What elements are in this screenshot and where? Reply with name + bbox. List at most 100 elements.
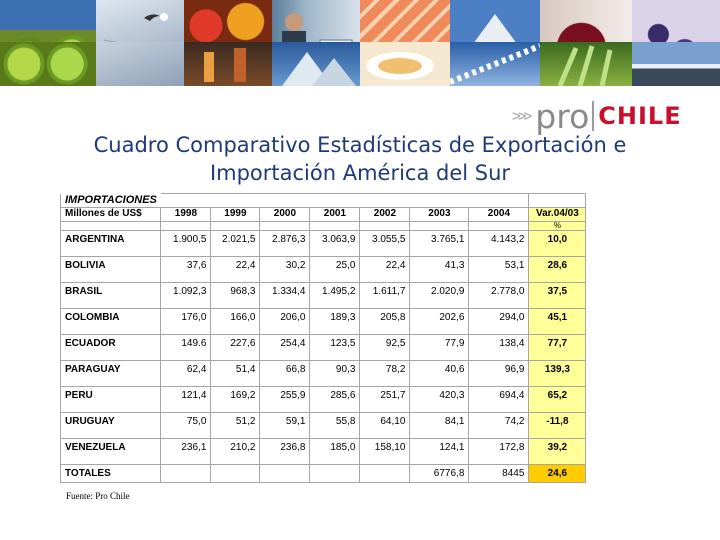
value-cell: 30,2 bbox=[259, 256, 311, 283]
variation-cell: 65,2 bbox=[528, 386, 587, 413]
imports-table: IMPORTACIONES Millones de US$ 1998 1999 200… bbox=[59, 193, 587, 483]
value-cell: 149.6 bbox=[160, 334, 212, 361]
value-cell: 75,0 bbox=[160, 412, 212, 439]
variation-cell: 45,1 bbox=[528, 308, 587, 335]
value-cell: 176,0 bbox=[160, 308, 212, 335]
value-cell: 1.611,7 bbox=[359, 282, 411, 309]
total-2003: 6776,8 bbox=[409, 464, 470, 483]
source-note: Fuente: Pro Chile bbox=[66, 491, 130, 501]
country-cell: COLOMBIA bbox=[59, 308, 162, 335]
value-cell: 227,6 bbox=[210, 334, 261, 361]
value-cell: 172,8 bbox=[468, 438, 530, 465]
value-cell: 205,8 bbox=[359, 308, 411, 335]
value-cell: 77,9 bbox=[409, 334, 470, 361]
value-cell: 55,8 bbox=[309, 412, 361, 439]
table-row: URUGUAY 75,0 51,2 59,1 55,8 64,10 84,1 74,2 -11,… bbox=[59, 412, 587, 439]
value-cell: 202,6 bbox=[409, 308, 470, 335]
variation-cell: -11,8 bbox=[528, 412, 587, 439]
table-row: PARAGUAY 62,4 51,4 66,8 90,3 78,2 40,6 96,9 139,… bbox=[59, 360, 587, 387]
value-cell: 40,6 bbox=[409, 360, 470, 387]
table-header-row: Millones de US$ 1998 1999 2000 2001 2002 2003 2… bbox=[59, 207, 587, 222]
variation-cell: 39,2 bbox=[528, 438, 587, 465]
header-year: 2001 bbox=[309, 207, 361, 222]
value-cell: 251,7 bbox=[359, 386, 411, 413]
value-cell: 255,9 bbox=[259, 386, 311, 413]
country-cell: PERU bbox=[59, 386, 162, 413]
header-year: 2000 bbox=[259, 207, 311, 222]
prochile-logo: >>> pro CHILE bbox=[512, 98, 682, 134]
value-cell: 166,0 bbox=[210, 308, 261, 335]
value-cell: 169,2 bbox=[210, 386, 261, 413]
logo-chile-text: CHILE bbox=[598, 102, 682, 130]
country-cell: BOLIVIA bbox=[59, 256, 162, 283]
variation-cell: 77,7 bbox=[528, 334, 587, 361]
value-cell: 51,4 bbox=[210, 360, 261, 387]
table-row: BOLIVIA 37,6 22,4 30,2 25,0 22,4 41,3 53,1 28,6 bbox=[59, 256, 587, 283]
logo-pro-text: pro bbox=[535, 96, 590, 136]
value-cell: 53,1 bbox=[468, 256, 530, 283]
value-cell: 694,4 bbox=[468, 386, 530, 413]
variation-cell: 37,5 bbox=[528, 282, 587, 309]
country-cell: PARAGUAY bbox=[59, 360, 162, 387]
header-year: 2003 bbox=[409, 207, 470, 222]
value-cell: 62,4 bbox=[160, 360, 212, 387]
value-cell: 185,0 bbox=[309, 438, 361, 465]
value-cell: 189,3 bbox=[309, 308, 361, 335]
value-cell: 1.334,4 bbox=[259, 282, 311, 309]
value-cell: 158,10 bbox=[359, 438, 411, 465]
percent-label: % bbox=[528, 221, 587, 231]
value-cell: 90,3 bbox=[309, 360, 361, 387]
header-year: 2004 bbox=[468, 207, 530, 222]
value-cell: 92,5 bbox=[359, 334, 411, 361]
header-variation: Var.04/03 bbox=[528, 207, 587, 222]
value-cell: 2.020,9 bbox=[409, 282, 470, 309]
table-row: ECUADOR 149.6 227,6 254,4 123,5 92,5 77,9 138,4… bbox=[59, 334, 587, 361]
totals-row: TOTALES 6776,8 8445 24,6 bbox=[59, 464, 587, 483]
variation-cell: 139,3 bbox=[528, 360, 587, 387]
country-cell: URUGUAY bbox=[59, 412, 162, 439]
table-caption-row: IMPORTACIONES bbox=[59, 193, 587, 208]
country-cell: ARGENTINA bbox=[59, 230, 162, 257]
value-cell: 74,2 bbox=[468, 412, 530, 439]
title-line-1: Cuadro Comparativo Estadísticas de Expor… bbox=[93, 133, 627, 157]
table-caption: IMPORTACIONES bbox=[59, 193, 161, 208]
table-row: VENEZUELA 236,1 210,2 236,8 185,0 158,10 124,1… bbox=[59, 438, 587, 465]
value-cell: 968,3 bbox=[210, 282, 261, 309]
value-cell: 420,3 bbox=[409, 386, 470, 413]
value-cell: 1.092,3 bbox=[160, 282, 212, 309]
value-cell: 96,9 bbox=[468, 360, 530, 387]
table-row: BRASIL 1.092,3 968,3 1.334,4 1.495,2 1.611,7 2… bbox=[59, 282, 587, 309]
value-cell: 285,6 bbox=[309, 386, 361, 413]
value-cell: 1.900,5 bbox=[160, 230, 212, 257]
variation-cell: 28,6 bbox=[528, 256, 587, 283]
title-line-2: Importación América del Sur bbox=[209, 161, 511, 185]
value-cell: 3.063,9 bbox=[309, 230, 361, 257]
table-row: PERU 121,4 169,2 255,9 285,6 251,7 420,3 694,4 6… bbox=[59, 386, 587, 413]
value-cell: 210,2 bbox=[210, 438, 261, 465]
total-variation: 24,6 bbox=[528, 464, 587, 483]
value-cell: 3.765,1 bbox=[409, 230, 470, 257]
logo-separator bbox=[592, 101, 595, 131]
value-cell: 254,4 bbox=[259, 334, 311, 361]
page-title: Cuadro Comparativo Estadísticas de Expor… bbox=[30, 131, 690, 187]
header-year: 1998 bbox=[160, 207, 212, 222]
value-cell: 22,4 bbox=[359, 256, 411, 283]
value-cell: 236,1 bbox=[160, 438, 212, 465]
value-cell: 3.055,5 bbox=[359, 230, 411, 257]
header-units: Millones de US$ bbox=[59, 207, 162, 222]
country-cell: BRASIL bbox=[59, 282, 162, 309]
total-2004: 8445 bbox=[468, 464, 530, 483]
country-cell: VENEZUELA bbox=[59, 438, 162, 465]
value-cell: 294,0 bbox=[468, 308, 530, 335]
percent-row: % bbox=[59, 221, 587, 231]
value-cell: 41,3 bbox=[409, 256, 470, 283]
totals-label: TOTALES bbox=[59, 464, 162, 483]
value-cell: 206,0 bbox=[259, 308, 311, 335]
table-row: ARGENTINA 1.900,5 2.021,5 2.876,3 3.063,9 3.0… bbox=[59, 230, 587, 257]
value-cell: 121,4 bbox=[160, 386, 212, 413]
logo-arrows-icon: >>> bbox=[512, 107, 532, 125]
imports-table-container: IMPORTACIONES Millones de US$ 1998 1999 200… bbox=[59, 193, 587, 483]
value-cell: 25,0 bbox=[309, 256, 361, 283]
banner-lower-row bbox=[0, 42, 720, 87]
value-cell: 2.021,5 bbox=[210, 230, 261, 257]
